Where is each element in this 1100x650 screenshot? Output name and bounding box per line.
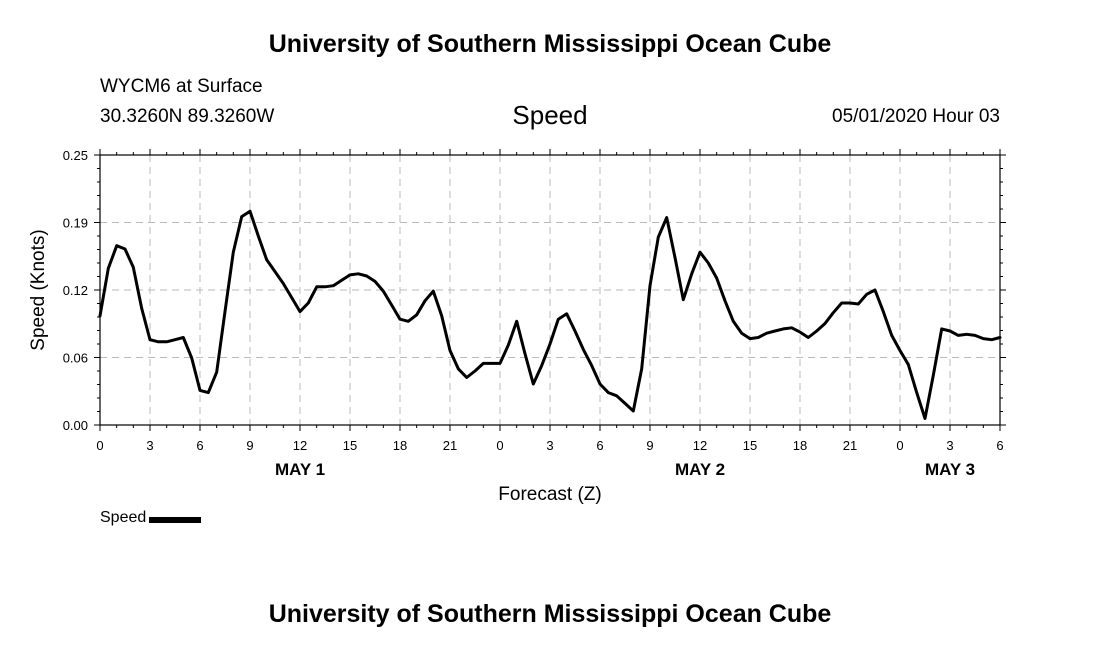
x-tick-label: 21 (843, 438, 857, 453)
y-tick-label: 0.06 (63, 351, 88, 366)
chart-title: University of Southern Mississippi Ocean… (268, 30, 832, 58)
legend-label: Speed (100, 509, 147, 526)
forecast-datetime: 05/01/2020 Hour 03 (832, 106, 1000, 127)
legend: Speed (100, 509, 202, 527)
x-axis-label: Forecast (Z) (498, 484, 601, 505)
x-tick-label: 0 (96, 438, 103, 453)
x-tick-label: 12 (293, 438, 307, 453)
y-tick-label: 0.00 (63, 418, 88, 433)
axes: 0.00 0.06 0.12 0.19 0.25 0 3 6 9 12 15 18 21 0 3 6 9 12 15… (28, 148, 1006, 505)
x-tick-label: 12 (693, 438, 707, 453)
grid-lines (100, 155, 1000, 425)
day-label: MAY 2 (675, 460, 725, 479)
x-tick-label: 3 (546, 438, 553, 453)
x-tick-label: 0 (496, 438, 503, 453)
x-tick-label: 9 (246, 438, 253, 453)
x-tick-label: 3 (146, 438, 153, 453)
day-label: MAY 1 (275, 460, 325, 479)
day-label: MAY 3 (925, 460, 975, 479)
x-tick-label: 15 (743, 438, 757, 453)
y-tick-label: 0.25 (63, 148, 88, 163)
x-tick-label: 21 (443, 438, 457, 453)
station-coords: 30.3260N 89.3260W (100, 106, 275, 127)
x-tick-label: 6 (596, 438, 603, 453)
x-tick-label: 3 (946, 438, 953, 453)
x-tick-label: 15 (343, 438, 357, 453)
x-tick-label: 18 (793, 438, 807, 453)
x-tick-label: 6 (196, 438, 203, 453)
x-tick-label: 18 (393, 438, 407, 453)
x-tick-label: 6 (996, 438, 1003, 453)
x-tick-label: 9 (646, 438, 653, 453)
y-axis-label: Speed (Knots) (28, 229, 49, 350)
y-tick-label: 0.19 (63, 216, 88, 231)
variable-title: Speed (512, 100, 588, 130)
y-tick-label: 0.12 (63, 283, 88, 298)
series-layer (98, 209, 1002, 420)
station-name: WYCM6 at Surface (100, 76, 263, 97)
series-line-speed (98, 209, 1002, 420)
footer-title: University of Southern Mississippi Ocean… (268, 600, 832, 628)
legend-swatch (149, 516, 202, 523)
x-tick-label: 0 (896, 438, 903, 453)
